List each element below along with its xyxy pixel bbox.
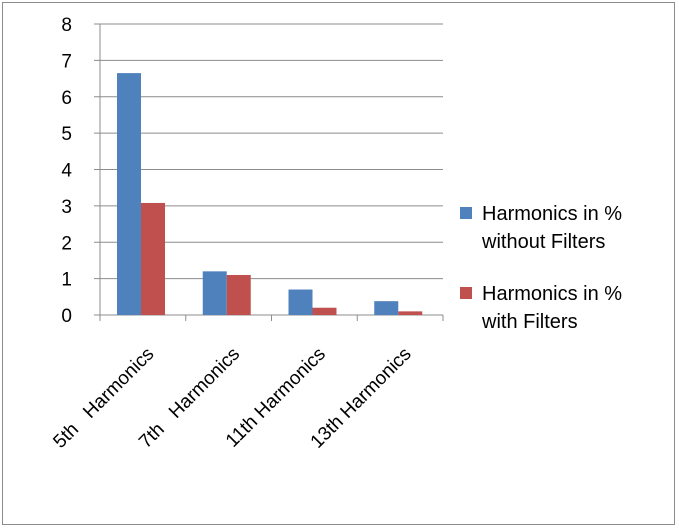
y-tick-label: 7	[61, 51, 72, 72]
legend-label-2: with Filters	[481, 311, 578, 333]
y-tick-label: 1	[61, 270, 72, 291]
y-tick-label: 8	[61, 15, 72, 36]
chart-frame	[2, 2, 675, 525]
bar-series1-2	[202, 271, 227, 315]
y-tick-label: 3	[61, 197, 72, 218]
y-tick-label: 2	[61, 233, 72, 254]
y-tick-label: 4	[61, 161, 72, 182]
bar-series2-4	[398, 311, 423, 315]
bar-series2-3	[312, 307, 337, 315]
bar-series1-3	[288, 289, 313, 315]
bar-series2-2	[226, 274, 251, 315]
legend-label-1: Harmonics in %	[482, 203, 622, 225]
bar-series1-1	[117, 73, 141, 315]
legend-label-2: Harmonics in %	[482, 283, 622, 305]
y-tick-label: 0	[61, 306, 72, 327]
y-tick-label: 5	[61, 124, 72, 145]
y-tick-label: 6	[61, 88, 72, 109]
legend-label-1: without Filters	[481, 231, 605, 253]
legend-swatch-2	[460, 287, 472, 299]
bar-series2-1	[141, 202, 165, 315]
legend-swatch-1	[460, 207, 472, 219]
bar-series1-4	[374, 301, 399, 315]
